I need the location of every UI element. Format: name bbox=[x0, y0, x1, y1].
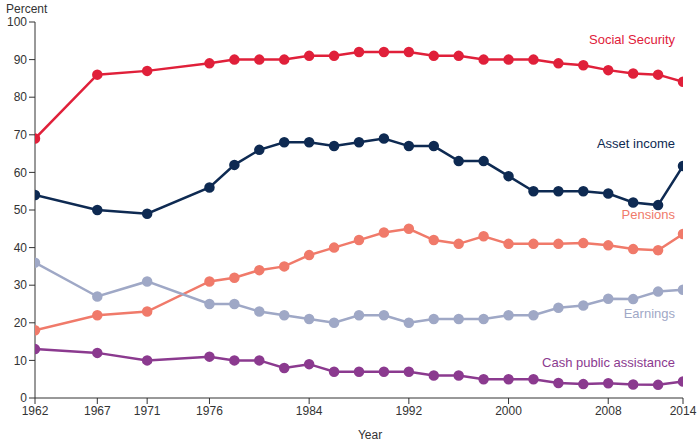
svg-text:60: 60 bbox=[14, 166, 28, 180]
svg-text:2000: 2000 bbox=[495, 404, 522, 418]
svg-text:10: 10 bbox=[14, 354, 28, 368]
svg-text:Cash public assistance: Cash public assistance bbox=[542, 355, 675, 370]
svg-text:Pensions: Pensions bbox=[622, 207, 676, 222]
svg-text:2014: 2014 bbox=[670, 404, 692, 418]
svg-text:20: 20 bbox=[14, 316, 28, 330]
svg-text:100: 100 bbox=[8, 15, 27, 29]
html-text:Year: Year bbox=[357, 428, 383, 442]
svg-text:1976: 1976 bbox=[196, 404, 223, 418]
svg-text:Social Security: Social Security bbox=[589, 32, 675, 47]
svg-text:1967: 1967 bbox=[84, 404, 111, 418]
svg-text:2008: 2008 bbox=[595, 404, 622, 418]
svg-text:1984: 1984 bbox=[296, 404, 323, 418]
svg-text:1971: 1971 bbox=[134, 404, 161, 418]
svg-text:80: 80 bbox=[14, 90, 28, 104]
svg-text:Asset income: Asset income bbox=[597, 136, 675, 151]
svg-text:40: 40 bbox=[14, 241, 28, 255]
svg-text:50: 50 bbox=[14, 203, 28, 217]
svg-text:1992: 1992 bbox=[395, 404, 422, 418]
svg-text:1962: 1962 bbox=[22, 404, 49, 418]
svg-text:90: 90 bbox=[14, 53, 28, 67]
svg-text:0: 0 bbox=[20, 391, 27, 405]
svg-text:30: 30 bbox=[14, 278, 28, 292]
svg-text:70: 70 bbox=[14, 128, 28, 142]
svg-text:Earnings: Earnings bbox=[624, 306, 676, 321]
html-text:Percent: Percent bbox=[6, 2, 48, 16]
